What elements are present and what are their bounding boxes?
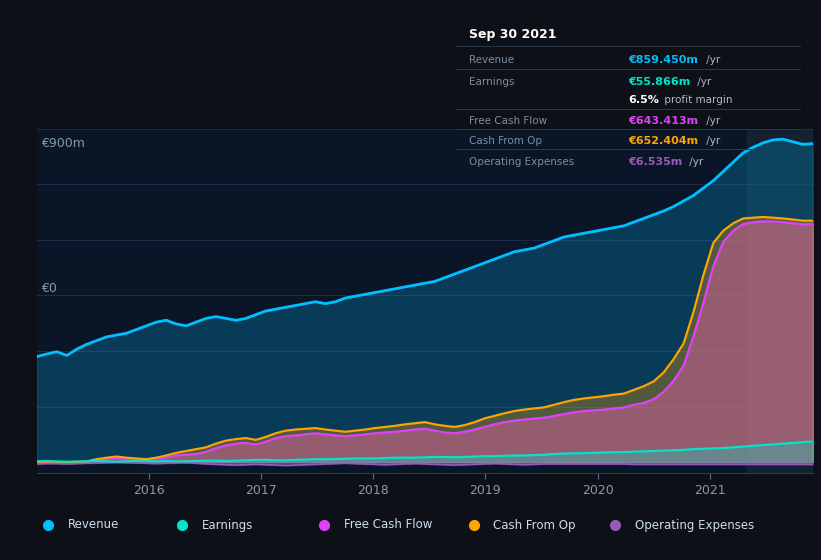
Text: 6.5%: 6.5% [628, 95, 659, 105]
Text: Free Cash Flow: Free Cash Flow [343, 519, 432, 531]
Text: Operating Expenses: Operating Expenses [635, 519, 754, 531]
Text: Revenue: Revenue [67, 519, 119, 531]
Text: €900m: €900m [41, 137, 85, 151]
Text: /yr: /yr [703, 55, 720, 65]
Text: Sep 30 2021: Sep 30 2021 [470, 28, 557, 41]
Text: /yr: /yr [703, 115, 720, 125]
Text: /yr: /yr [695, 77, 712, 87]
Text: €55.866m: €55.866m [628, 77, 690, 87]
Text: /yr: /yr [686, 157, 704, 167]
Text: €652.404m: €652.404m [628, 136, 698, 146]
Text: €643.413m: €643.413m [628, 115, 698, 125]
Bar [746, 129, 813, 473]
Text: Operating Expenses: Operating Expenses [470, 157, 575, 167]
Text: /yr: /yr [703, 136, 720, 146]
Text: Revenue: Revenue [470, 55, 515, 65]
Text: €0: €0 [41, 282, 57, 296]
Text: €859.450m: €859.450m [628, 55, 698, 65]
Text: Earnings: Earnings [470, 77, 515, 87]
Text: Cash From Op: Cash From Op [470, 136, 543, 146]
Text: €6.535m: €6.535m [628, 157, 682, 167]
Text: profit margin: profit margin [661, 95, 732, 105]
Text: Cash From Op: Cash From Op [493, 519, 576, 531]
Text: Free Cash Flow: Free Cash Flow [470, 115, 548, 125]
Text: Earnings: Earnings [202, 519, 253, 531]
